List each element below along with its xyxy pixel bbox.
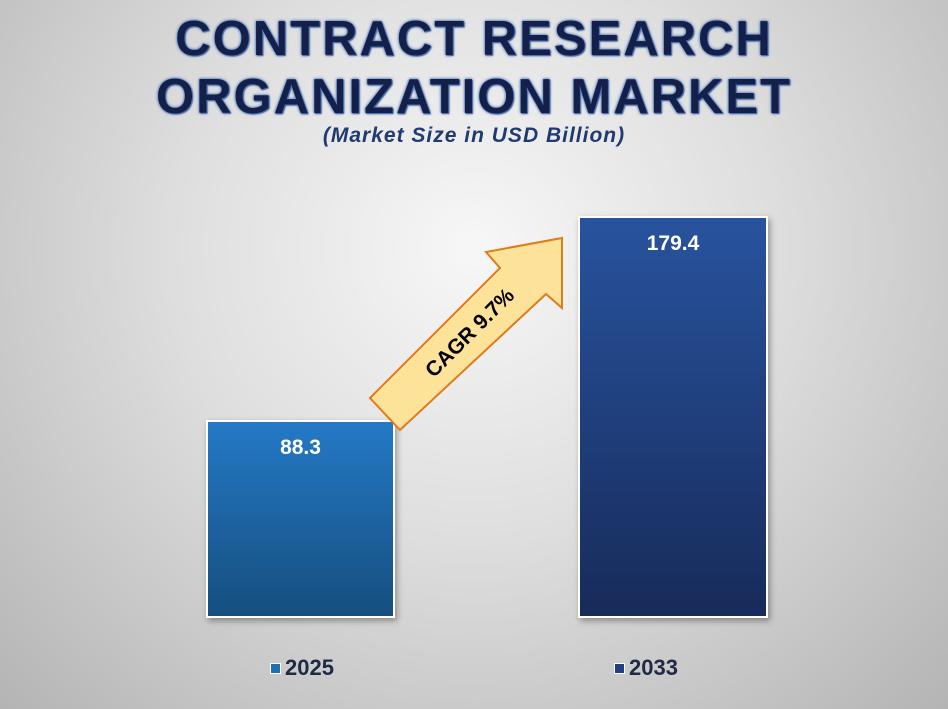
chart-subtitle: (Market Size in USD Billion) — [322, 124, 626, 147]
legend-label-2025: 2025 — [285, 655, 334, 680]
chart-title-line-1: CONTRACT RESEARCH — [175, 12, 773, 66]
legend-swatch-2025 — [270, 662, 281, 674]
legend-swatch-2033 — [614, 662, 625, 674]
chart-title-line-2: ORGANIZATION MARKET — [156, 70, 792, 124]
bar-value-label-2025: 88.3 — [280, 436, 321, 459]
legend-item-2033: 2033 — [614, 655, 678, 681]
bar-2025: 88.3 — [206, 420, 395, 618]
bar-value-label-2033: 179.4 — [646, 232, 700, 255]
legend-item-2025: 2025 — [270, 655, 334, 681]
legend-label-2033: 2033 — [629, 655, 678, 680]
bar-2033: 179.4 — [578, 216, 768, 618]
cagr-arrow-shape — [368, 236, 563, 432]
